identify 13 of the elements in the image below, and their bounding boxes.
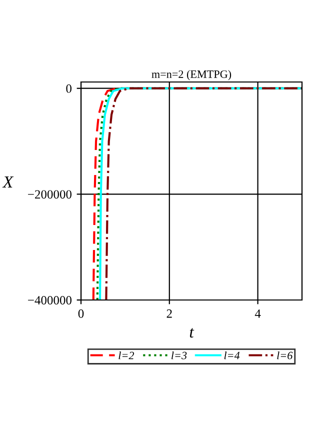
legend-label: l=6 — [277, 351, 293, 360]
legend-label: l=2 — [118, 351, 134, 360]
chart-title: m=n=2 (EMTPG) — [152, 70, 232, 80]
y-tick-label: 0 — [66, 84, 72, 93]
y-tick-label: −400000 — [28, 296, 72, 304]
x-tick-label: 2 — [166, 309, 172, 318]
legend-label: l=4 — [224, 351, 240, 360]
legend-label: l=3 — [172, 351, 187, 360]
y-axis-title: X — [2, 176, 14, 188]
y-tick-label: −200000 — [28, 190, 72, 199]
x-tick-label: 4 — [254, 309, 261, 318]
x-axis-title: t — [190, 328, 194, 338]
x-tick-label: 0 — [78, 309, 84, 318]
